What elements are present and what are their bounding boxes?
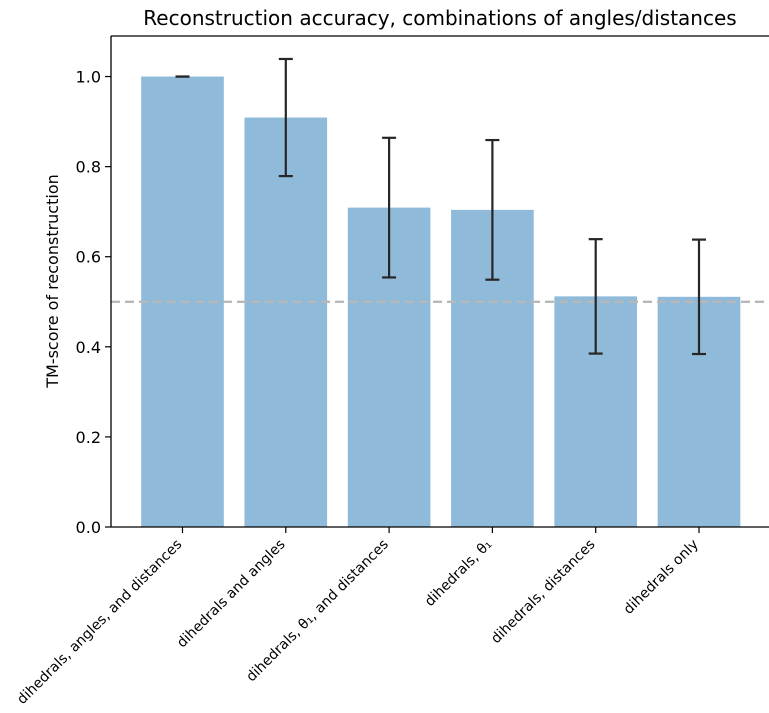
- y-tick-label: 1.0: [76, 68, 101, 87]
- y-tick-label: 0.8: [76, 158, 101, 177]
- x-tick-label: dihedrals, θ₁: [422, 537, 495, 610]
- axes-layer: [110, 35, 769, 528]
- x-ticks-layer: dihedrals, angles, and distancesdihedral…: [14, 527, 702, 708]
- errorbar-4: [588, 238, 603, 355]
- x-tick-label: dihedrals and angles: [174, 537, 289, 652]
- x-tick-label: dihedrals, angles, and distances: [14, 537, 185, 708]
- chart-title: Reconstruction accuracy, combinations of…: [143, 6, 736, 30]
- y-tick-label: 0.2: [76, 428, 101, 447]
- bar-1: [244, 117, 328, 527]
- y-tick-label: 0.0: [76, 518, 101, 537]
- errorbar-5: [692, 238, 706, 356]
- errorbar-2: [382, 136, 397, 279]
- errorbar-3: [485, 138, 500, 281]
- x-tick-label: dihedrals only: [621, 537, 702, 618]
- x-tick-label: dihedrals, distances: [488, 537, 598, 647]
- y-ticks-layer: 0.0 0.2 0.4 0.6 0.8 1.0: [76, 68, 111, 537]
- errorbars-layer: [175, 57, 706, 356]
- y-tick-label: 0.4: [76, 338, 101, 357]
- errorbar-1: [278, 57, 293, 178]
- y-tick-label: 0.6: [76, 248, 101, 267]
- y-axis-title: TM-score of reconstruction: [43, 174, 62, 389]
